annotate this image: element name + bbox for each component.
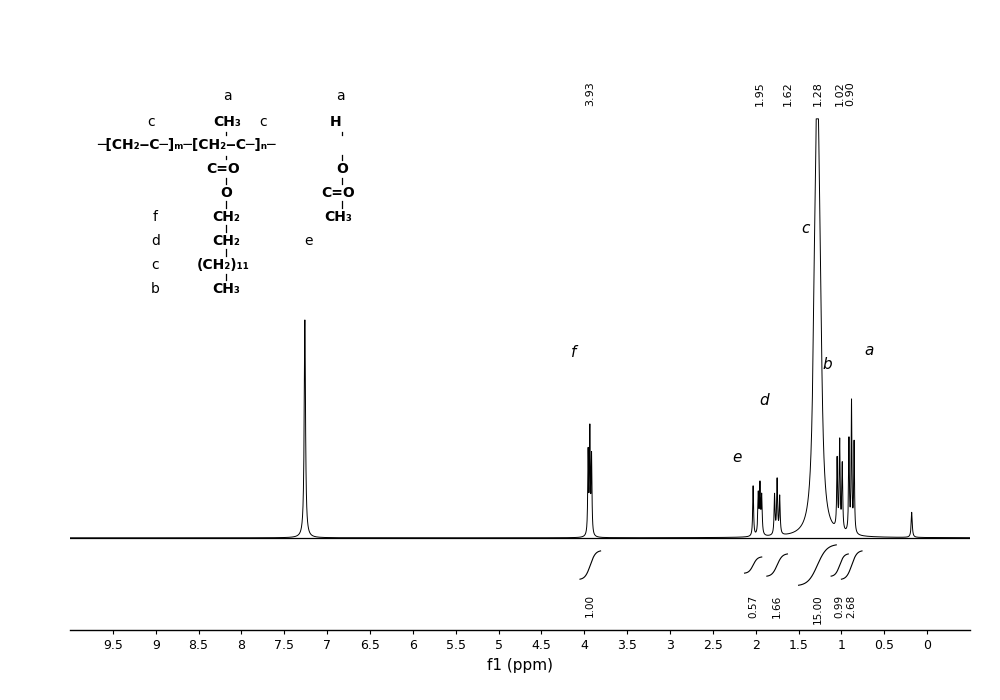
Text: C=O: C=O [321, 186, 355, 199]
Text: e: e [732, 449, 742, 465]
Text: 0.57: 0.57 [748, 594, 758, 617]
Text: c: c [152, 258, 159, 272]
Text: 3.93: 3.93 [585, 81, 595, 106]
Text: f: f [571, 345, 577, 360]
Text: O: O [220, 186, 232, 199]
Text: a: a [223, 89, 232, 103]
Text: CH₃: CH₃ [214, 115, 241, 129]
Text: C=O: C=O [206, 162, 240, 176]
Text: c: c [260, 115, 267, 129]
Text: 1.28: 1.28 [812, 81, 822, 106]
Text: ─[CH₂‒C─]ₘ─[CH₂‒C─]ₙ─: ─[CH₂‒C─]ₘ─[CH₂‒C─]ₙ─ [97, 138, 276, 152]
Text: c: c [801, 221, 810, 236]
Text: 0.90: 0.90 [845, 81, 855, 106]
Text: 15.00: 15.00 [812, 594, 822, 624]
Text: d: d [759, 393, 769, 408]
Text: 1.00: 1.00 [585, 594, 595, 617]
Text: H: H [330, 115, 341, 129]
Text: b: b [151, 282, 160, 296]
Text: 1.02: 1.02 [835, 81, 845, 106]
Text: a: a [336, 89, 344, 103]
Text: 0.99: 0.99 [835, 594, 845, 617]
Text: CH₃: CH₃ [212, 282, 240, 296]
Text: 1.95: 1.95 [755, 81, 765, 106]
Text: a: a [864, 343, 874, 358]
Text: (CH₂)₁₁: (CH₂)₁₁ [197, 258, 249, 272]
Text: 1.62: 1.62 [783, 81, 793, 106]
Text: O: O [336, 162, 348, 176]
X-axis label: f1 (ppm): f1 (ppm) [487, 657, 553, 673]
Text: CH₂: CH₂ [212, 234, 240, 248]
Text: f: f [153, 210, 158, 224]
Text: d: d [151, 234, 160, 248]
Text: CH₂: CH₂ [212, 210, 240, 224]
Text: CH₃: CH₃ [324, 210, 352, 224]
Text: 1.66: 1.66 [772, 594, 782, 617]
Text: 2.68: 2.68 [847, 594, 857, 617]
Text: c: c [147, 115, 155, 129]
Text: b: b [823, 357, 833, 372]
Text: e: e [304, 234, 313, 248]
